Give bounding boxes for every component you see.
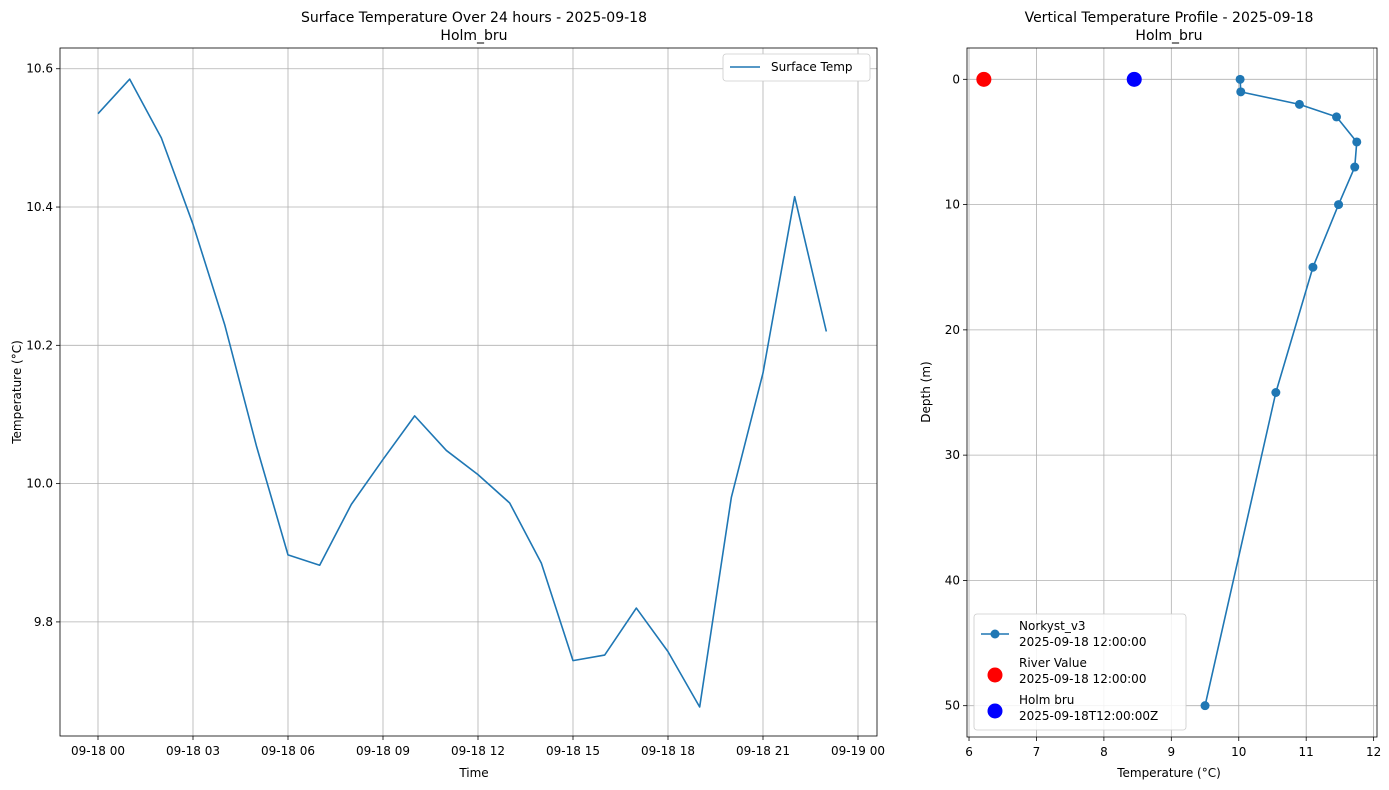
chart1-x-tick-label: 09-18 12	[451, 744, 505, 758]
norkyst-profile-point	[1352, 137, 1362, 147]
norkyst-profile-point	[1350, 162, 1360, 172]
chart1-y-tick-label: 10.0	[26, 477, 53, 491]
norkyst-profile-line	[1204, 79, 1358, 706]
chart1-x-tick-label: 09-18 09	[356, 744, 410, 758]
norkyst-profile-point	[1334, 200, 1344, 210]
surface-temperature-chart: Surface Temperature Over 24 hours - 2025…	[10, 10, 885, 780]
chart1-ylabel: Temperature (°C)	[10, 340, 24, 445]
chart2-ticks: 6 7 8 9 10 11 12 0 10 20 30 40 50	[945, 72, 1382, 759]
chart1-legend-label: Surface Temp	[771, 60, 853, 74]
chart1-grid	[60, 48, 877, 736]
chart1-x-tick-label: 09-19 00	[831, 744, 885, 758]
norkyst-profile-point	[1308, 262, 1318, 272]
holm-bru-point	[1126, 71, 1142, 87]
chart2-y-tick-label: 10	[945, 198, 960, 212]
norkyst-profile-point	[1200, 701, 1210, 711]
chart1-xlabel: Time	[458, 766, 488, 780]
chart1-x-tick-label: 09-18 06	[261, 744, 315, 758]
legend-holm-bru-label: Holm bru	[1019, 693, 1074, 707]
chart1-x-tick-label: 09-18 00	[71, 744, 125, 758]
chart1-y-tick-label: 10.2	[26, 338, 53, 352]
chart1-y-tick-label: 9.8	[34, 615, 53, 629]
chart2-x-tick-label: 8	[1100, 745, 1108, 759]
chart2-subtitle: Holm_bru	[1135, 28, 1202, 44]
chart2-x-tick-label: 6	[965, 745, 973, 759]
river-value-point	[976, 71, 992, 87]
legend-holm-bru-marker	[987, 703, 1003, 719]
chart2-y-tick-label: 20	[945, 323, 960, 337]
chart2-legend-box	[973, 613, 1187, 731]
chart1-legend-box	[722, 53, 871, 82]
chart1-x-tick-label: 09-18 18	[641, 744, 695, 758]
norkyst-profile-point	[1235, 74, 1245, 84]
vertical-profile-chart: Vertical Temperature Profile - 2025-09-1…	[919, 10, 1381, 780]
legend-river-marker	[987, 667, 1003, 683]
legend-entry-river: River Value 2025-09-18 12:00:00	[987, 656, 1146, 686]
legend-entry-holm-bru: Holm bru 2025-09-18T12:00:00Z	[987, 693, 1158, 723]
chart2-legend: Norkyst_v3 2025-09-18 12:00:00 River Val…	[973, 613, 1187, 731]
norkyst-profile-point	[1271, 388, 1281, 397]
norkyst-profile-point	[1236, 87, 1246, 97]
chart1-x-tick-label: 09-18 15	[546, 744, 600, 758]
chart2-y-tick-label: 0	[952, 72, 960, 86]
chart2-x-tick-label: 11	[1299, 745, 1314, 759]
chart2-xlabel: Temperature (°C)	[1116, 766, 1221, 780]
chart1-axes-frame	[59, 47, 878, 737]
legend-river-label: River Value	[1019, 656, 1087, 670]
chart2-ylabel: Depth (m)	[919, 361, 933, 422]
chart2-y-tick-label: 40	[945, 573, 960, 587]
norkyst-profile-point	[1294, 99, 1304, 109]
chart2-x-tick-label: 12	[1366, 745, 1381, 759]
chart2-y-tick-label: 30	[945, 448, 960, 462]
chart1-title: Surface Temperature Over 24 hours - 2025…	[301, 10, 647, 26]
chart2-grid	[967, 48, 1377, 737]
legend-holm-bru-date: 2025-09-18T12:00:00Z	[1019, 709, 1158, 723]
chart1-legend: Surface Temp	[722, 53, 871, 82]
chart2-x-tick-label: 7	[1033, 745, 1041, 759]
chart2-axes-frame	[966, 47, 1378, 738]
chart2-x-tick-label: 10	[1231, 745, 1246, 759]
chart2-y-tick-label: 50	[945, 699, 960, 713]
chart1-subtitle: Holm_bru	[440, 28, 507, 44]
chart1-series	[97, 78, 828, 708]
chart2-x-tick-label: 9	[1168, 745, 1176, 759]
chart1-y-tick-label: 10.6	[26, 62, 53, 76]
chart2-series	[976, 71, 1362, 711]
legend-norkyst-date: 2025-09-18 12:00:00	[1019, 635, 1146, 649]
legend-river-date: 2025-09-18 12:00:00	[1019, 672, 1146, 686]
chart1-y-tick-label: 10.4	[26, 200, 53, 214]
chart1-ticks: 09-18 00 09-18 03 09-18 06 09-18 09 09-18 12…	[26, 62, 885, 758]
surface-temp-line	[97, 78, 828, 708]
chart1-x-tick-label: 09-18 03	[166, 744, 220, 758]
legend-entry-norkyst: Norkyst_v3 2025-09-18 12:00:00	[981, 619, 1146, 649]
legend-norkyst-marker	[990, 629, 1000, 639]
chart2-title: Vertical Temperature Profile - 2025-09-1…	[1025, 10, 1314, 26]
norkyst-profile-point	[1332, 112, 1342, 122]
legend-norkyst-label: Norkyst_v3	[1019, 619, 1086, 633]
chart1-x-tick-label: 09-18 21	[736, 744, 790, 758]
